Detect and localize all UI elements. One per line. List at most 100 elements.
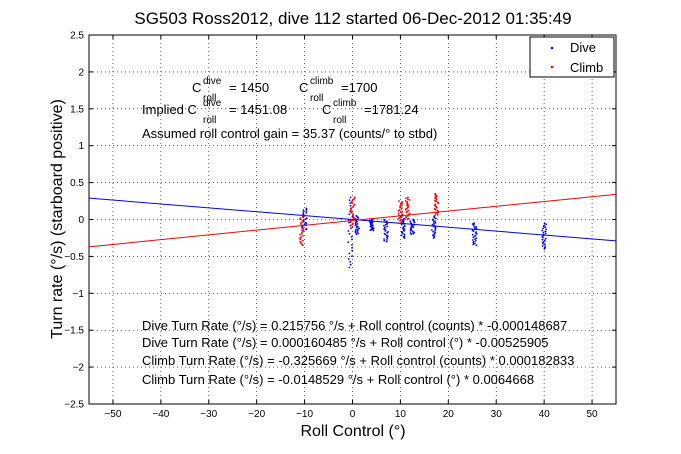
- data-point-dive: [384, 223, 387, 226]
- data-point-climb: [408, 199, 411, 201]
- y-tick-label: −1: [73, 289, 85, 300]
- data-point-dive: [431, 223, 434, 226]
- x-tick-label: −40: [152, 409, 169, 420]
- data-point-dive: [544, 226, 547, 229]
- data-point-dive: [402, 226, 405, 229]
- legend-label-dive: Dive: [570, 40, 596, 55]
- data-point-dive: [355, 214, 358, 217]
- data-point-climb: [302, 234, 304, 237]
- data-point-climb: [401, 213, 404, 216]
- data-point-dive: [372, 229, 375, 232]
- y-tick-label: 0: [78, 215, 84, 226]
- data-point-dive: [305, 217, 308, 220]
- data-point-dive: [403, 224, 406, 227]
- x-tick-label: 20: [443, 409, 455, 420]
- data-point-dive: [475, 225, 478, 228]
- data-point-climb: [349, 224, 352, 227]
- data-point-climb: [300, 225, 303, 228]
- data-point-climb: [349, 218, 352, 221]
- data-point-dive: [474, 242, 476, 245]
- data-point-climb: [436, 201, 439, 204]
- data-point-dive: [542, 233, 545, 236]
- data-point-dive: [348, 199, 351, 202]
- implied-climb-superscript: climb: [333, 98, 357, 109]
- data-point-dive: [371, 226, 374, 228]
- y-tick-label: −0.5: [64, 252, 84, 263]
- data-point-dive: [543, 242, 545, 245]
- data-point-climb: [433, 214, 436, 217]
- data-point-dive: [543, 222, 546, 225]
- x-tick-label: 10: [395, 409, 407, 420]
- fit-annotation-climb-counts: Climb Turn Rate (°/s) = -0.325669 °/s + …: [142, 353, 574, 368]
- y-tick-label: 1.5: [70, 104, 84, 115]
- data-point-dive: [349, 263, 352, 266]
- data-point-dive: [351, 246, 353, 249]
- data-point-dive: [474, 238, 477, 241]
- data-point-dive: [544, 232, 547, 235]
- data-point-climb: [400, 220, 403, 223]
- data-point-climb: [398, 209, 401, 211]
- data-point-dive: [385, 238, 388, 241]
- data-point-climb: [301, 214, 304, 217]
- data-point-climb: [407, 217, 410, 220]
- data-point-climb: [398, 200, 400, 202]
- chart-title: SG503 Ross2012, dive 112 started 06-Dec-…: [134, 9, 571, 28]
- data-point-dive: [355, 233, 358, 236]
- data-point-dive: [383, 224, 385, 227]
- data-point-dive: [386, 222, 388, 224]
- data-point-dive: [434, 226, 437, 229]
- data-point-dive: [403, 217, 406, 220]
- y-tick-label: 2: [78, 67, 84, 78]
- data-point-dive: [413, 231, 416, 234]
- y-tick-label: 0.5: [70, 178, 84, 189]
- data-point-climb: [351, 210, 354, 213]
- data-point-climb: [397, 222, 400, 225]
- c-dive-subscript: roll: [203, 93, 216, 104]
- data-point-dive: [544, 239, 546, 242]
- data-point-dive: [356, 231, 359, 233]
- data-point-dive: [348, 266, 351, 269]
- y-tick-label: −2.5: [64, 400, 84, 411]
- data-point-dive: [354, 228, 357, 231]
- data-point-dive: [383, 218, 385, 221]
- data-point-dive: [305, 207, 308, 210]
- data-point-climb: [405, 215, 407, 218]
- c-climb-symbol: C: [299, 80, 308, 95]
- data-point-climb: [399, 219, 401, 222]
- data-point-dive: [354, 223, 357, 226]
- data-point-dive: [349, 260, 352, 263]
- data-point-dive: [383, 239, 386, 242]
- data-point-dive: [357, 232, 360, 235]
- implied-dive-superscript: dive: [203, 98, 222, 109]
- data-point-climb: [434, 213, 437, 215]
- data-point-dive: [354, 230, 357, 233]
- data-point-climb: [299, 240, 302, 243]
- y-tick-label: 2.5: [70, 31, 84, 42]
- data-point-dive: [350, 255, 353, 258]
- data-point-dive: [473, 226, 476, 229]
- data-point-climb: [299, 217, 302, 220]
- data-point-dive: [351, 249, 354, 252]
- data-point-dive: [472, 240, 475, 243]
- data-point-dive: [411, 230, 414, 233]
- data-point-dive: [541, 229, 544, 232]
- x-tick-label: 30: [491, 409, 503, 420]
- gain-annotation: Assumed roll control gain = 35.37 (count…: [142, 126, 437, 141]
- data-point-dive: [471, 223, 474, 225]
- data-point-climb: [301, 239, 304, 242]
- data-point-dive: [349, 196, 352, 199]
- data-point-climb: [399, 203, 402, 206]
- data-point-climb: [302, 216, 305, 218]
- data-point-dive: [542, 240, 545, 243]
- data-point-dive: [434, 217, 437, 220]
- data-point-climb: [435, 200, 438, 203]
- data-point-dive: [356, 223, 359, 225]
- c-climb-subscript: roll: [310, 93, 323, 104]
- data-point-dive: [383, 238, 385, 240]
- implied-climb-value: =1781.24: [364, 102, 419, 117]
- data-point-dive: [302, 211, 305, 213]
- data-point-dive: [386, 225, 389, 228]
- data-point-climb: [433, 199, 436, 202]
- y-tick-label: −2: [73, 363, 85, 374]
